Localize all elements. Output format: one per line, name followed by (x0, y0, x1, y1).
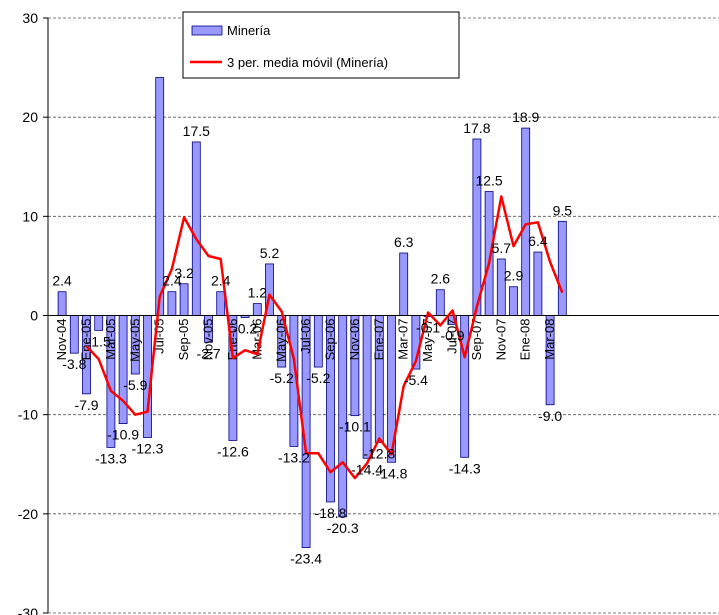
x-tick-label: Sep-06 (323, 319, 338, 361)
bar-mineria (57, 291, 67, 316)
bar-mineria (557, 220, 567, 316)
data-label: -13.2 (278, 449, 310, 465)
data-label: -5.4 (404, 372, 428, 388)
y-tick-labels: 30 20 10 0 -10 -20 -30 (18, 10, 48, 615)
bar-mineria (435, 289, 445, 316)
data-label: -14.4 (351, 461, 383, 477)
x-tick-label: Sep-05 (176, 319, 191, 361)
data-label: -5.2 (306, 370, 330, 386)
x-tick-label: Nov-05 (201, 319, 216, 361)
x-tick-label: May-06 (274, 319, 289, 362)
data-label: -2.7 (196, 345, 220, 361)
data-label: 2.6 (431, 271, 451, 287)
data-label: 6.3 (394, 234, 414, 250)
x-tick-label: Sep-07 (469, 319, 484, 361)
moving-average-line (85, 195, 564, 480)
data-label: 12.5 (475, 173, 502, 189)
data-label: 1.2 (248, 285, 268, 301)
x-tick-label: Nov-04 (54, 319, 69, 361)
x-tick-label: May-05 (127, 319, 142, 362)
data-labels: 2.4-3.8-7.9-1.5-13.3-10.9-5.9-12.32.43.2… (52, 109, 572, 566)
data-label: 2.4 (162, 273, 182, 289)
bar-mineria (69, 315, 79, 354)
data-label: 2.4 (211, 273, 231, 289)
data-label: 6.4 (528, 233, 548, 249)
bar-mineria (94, 315, 104, 331)
bar-mineria (509, 286, 518, 316)
legend-label-mineria: Minería (227, 23, 271, 38)
legend-swatch-mineria (191, 25, 223, 36)
y-tick-label: 10 (22, 208, 38, 224)
x-tick-label: Jul-06 (298, 319, 313, 354)
data-label: -3.8 (62, 356, 86, 372)
data-label: -12.3 (132, 440, 164, 456)
data-label: 2.4 (52, 273, 72, 289)
data-label: -10.9 (107, 427, 139, 443)
bar-mineria (362, 315, 372, 459)
line-series-moving-average (85, 195, 564, 480)
data-label: -12.8 (363, 445, 395, 461)
x-tick-label: Nov-07 (493, 319, 508, 361)
bar-mineria (252, 303, 262, 316)
bar-mineria (191, 141, 201, 316)
y-tick-label: 0 (30, 308, 38, 324)
y-tick-label: -20 (18, 506, 38, 522)
data-label: -5.9 (123, 377, 147, 393)
y-tick-label: 20 (22, 109, 38, 125)
data-label: -13.3 (95, 450, 127, 466)
legend-label-moving-average: 3 per. media móvil (Minería) (227, 55, 388, 70)
bar-mineria (521, 127, 531, 316)
y-tick-label: -10 (18, 407, 38, 423)
data-label: -0.2 (233, 320, 257, 336)
data-label: -0.9 (440, 327, 464, 343)
data-label: 2.9 (504, 268, 524, 284)
data-label: 18.9 (512, 109, 539, 125)
x-tick-label: Ene-07 (371, 319, 386, 361)
legend: Minería 3 per. media móvil (Minería) (182, 11, 460, 79)
legend-box (182, 11, 460, 79)
x-tick-label: Mar-06 (249, 319, 264, 360)
bar-mineria (399, 252, 409, 316)
bar-mineria (118, 315, 128, 424)
x-tick-label: Mar-08 (542, 319, 557, 360)
bar-mineria (167, 291, 177, 316)
bar-mineria (338, 315, 348, 518)
x-tick-label: Mar-07 (396, 319, 411, 360)
data-label: -20.3 (327, 520, 359, 536)
x-tick-label: Ene-08 (518, 319, 533, 361)
x-tick-label: Mar-05 (103, 319, 118, 360)
data-label: 3.2 (174, 265, 194, 281)
data-label: -18.8 (315, 505, 347, 521)
data-label: 5.2 (260, 245, 280, 261)
data-label: 9.5 (553, 202, 573, 218)
bar-series-mineria (57, 77, 567, 548)
data-label: -14.8 (376, 465, 408, 481)
data-label: -7.9 (74, 397, 98, 413)
data-label: 17.5 (183, 123, 210, 139)
data-label: -9.0 (538, 408, 562, 424)
data-label: -23.4 (290, 551, 322, 567)
data-label: -10.1 (339, 419, 371, 435)
data-label: 17.8 (463, 120, 490, 136)
bar-mineria (472, 138, 482, 316)
data-label: -0.1 (416, 319, 440, 335)
data-label: -1.5 (87, 333, 111, 349)
data-label: -14.3 (449, 460, 481, 476)
data-label: -12.6 (217, 443, 249, 459)
y-tick-label: 30 (22, 10, 38, 26)
y-tick-label: -30 (18, 605, 38, 615)
data-label: -5.2 (270, 370, 294, 386)
bar-mineria (533, 251, 543, 316)
bar-mineria (216, 291, 226, 316)
bar-mineria (313, 315, 323, 368)
x-tick-label: Nov-06 (347, 319, 362, 361)
data-label: 5.7 (492, 240, 512, 256)
